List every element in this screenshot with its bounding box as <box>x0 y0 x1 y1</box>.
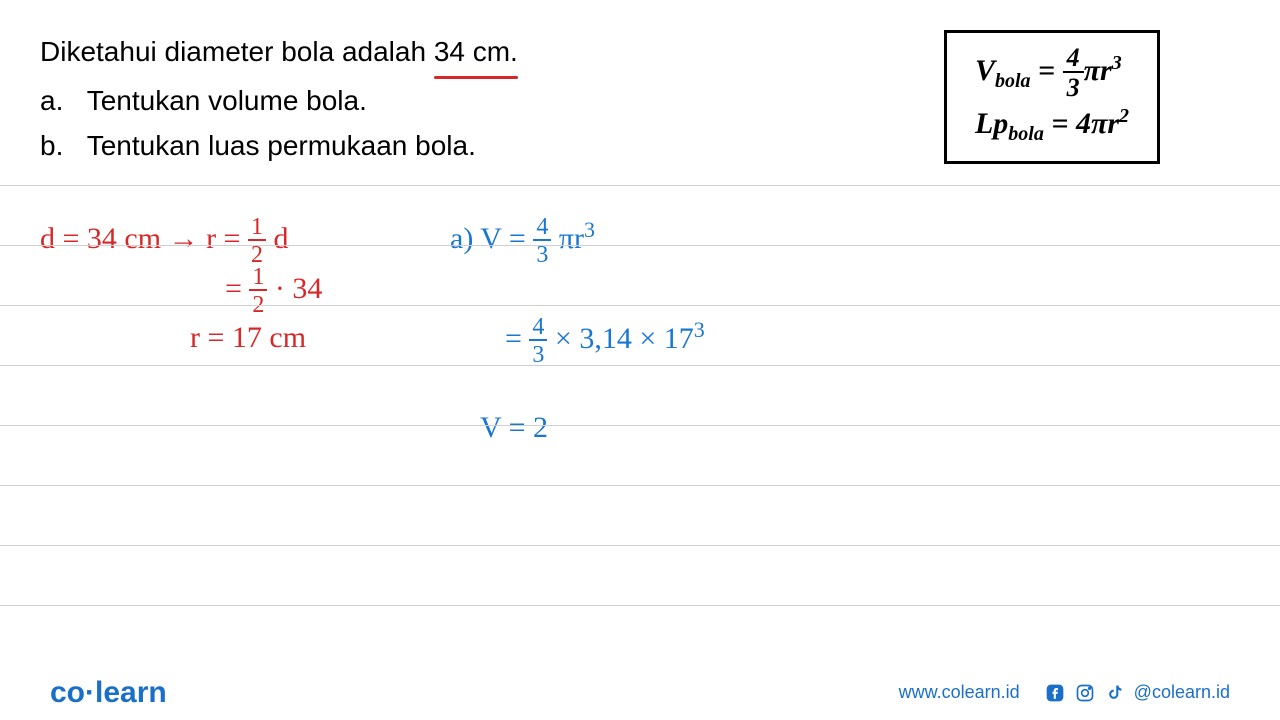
hw-red-line1: d = 34 cm → r = 12 d <box>40 215 288 267</box>
hw-red-2-den: 2 <box>249 291 267 317</box>
hw-red-line3: r = 17 cm <box>190 320 306 356</box>
gridline <box>0 425 1280 426</box>
hw-blue-1a: a) V = <box>450 222 533 255</box>
hw-red-1a: d = 34 cm → r = <box>40 222 248 255</box>
formula-v-lhs: V <box>975 54 995 87</box>
hw-red-2a: = <box>225 272 249 305</box>
formula-v-sub: bola <box>995 70 1031 92</box>
formula-v-rhs: πr <box>1084 54 1112 87</box>
formula-v-eq: = <box>1031 54 1063 87</box>
footer-handle: @colearn.id <box>1134 682 1230 703</box>
gridline <box>0 485 1280 486</box>
formula-box: Vbola = 43πr3 Lpbola = 4πr2 <box>944 30 1160 164</box>
social-group: @colearn.id <box>1044 682 1230 704</box>
problem-line1-underlined: 34 cm. <box>434 30 518 75</box>
item-b-label: b. <box>40 130 63 161</box>
instagram-icon <box>1074 682 1096 704</box>
footer-url: www.colearn.id <box>899 682 1020 703</box>
formula-v-den: 3 <box>1063 73 1084 101</box>
formula-v-exp: 3 <box>1112 52 1122 74</box>
tiktok-icon <box>1104 682 1126 704</box>
hw-blue-line2: = 43 × 3,14 × 173 <box>505 315 705 367</box>
formula-lp-rhs: 4πr <box>1076 107 1119 140</box>
hw-blue-2a: = <box>505 322 529 355</box>
problem-text: Diketahui diameter bola adalah 34 cm. a.… <box>40 30 518 168</box>
problem-area: Diketahui diameter bola adalah 34 cm. a.… <box>0 0 1280 188</box>
hw-blue-2b: × 3,14 × 17 <box>547 322 693 355</box>
hw-red-2b: · 34 <box>267 272 322 305</box>
hw-blue-line3: V = 2 <box>480 410 548 446</box>
hw-red-2-num: 1 <box>249 265 267 291</box>
item-b-text: Tentukan luas permukaan bola. <box>87 130 476 161</box>
hw-blue-2-num: 4 <box>529 315 547 341</box>
hw-red-1-num: 1 <box>248 215 266 241</box>
hw-blue-1-num: 4 <box>533 215 551 241</box>
formula-lp-sub: bola <box>1008 123 1044 145</box>
formula-volume: Vbola = 43πr3 <box>975 45 1129 101</box>
gridline <box>0 305 1280 306</box>
gridline <box>0 245 1280 246</box>
gridline <box>0 365 1280 366</box>
footer: co·learn www.colearn.id @colearn.id <box>0 665 1280 720</box>
hw-blue-2-den: 3 <box>529 341 547 367</box>
formula-lp-eq: = <box>1044 107 1076 140</box>
formula-v-num: 4 <box>1063 45 1084 73</box>
hw-red-1b: d <box>266 222 289 255</box>
formula-lp-exp: 2 <box>1119 105 1129 127</box>
gridline <box>0 545 1280 546</box>
item-a-text: Tentukan volume bola. <box>87 85 367 116</box>
hw-blue-3: V = 2 <box>480 411 548 444</box>
hw-blue-line1: a) V = 43 πr3 <box>450 215 595 267</box>
gridline <box>0 605 1280 606</box>
worksheet-area: d = 34 cm → r = 12 d = 12 · 34 r = 17 cm… <box>0 185 1280 660</box>
formula-surface: Lpbola = 4πr2 <box>975 101 1129 149</box>
logo-dot: · <box>85 676 95 709</box>
brand-logo: co·learn <box>50 676 167 710</box>
logo-part-a: co <box>50 676 85 709</box>
hw-red-line2: = 12 · 34 <box>225 265 322 317</box>
hw-blue-1b: πr <box>551 222 584 255</box>
hw-blue-2-exp: 3 <box>694 317 705 342</box>
logo-part-b: learn <box>95 676 167 709</box>
hw-blue-1-exp: 3 <box>584 217 595 242</box>
hw-red-3: r = 17 cm <box>190 321 306 354</box>
item-a-label: a. <box>40 85 63 116</box>
formula-lp-lhs: Lp <box>975 107 1008 140</box>
facebook-icon <box>1044 682 1066 704</box>
gridline <box>0 185 1280 186</box>
footer-right: www.colearn.id @colearn.id <box>899 682 1230 704</box>
problem-line1-before: Diketahui diameter bola adalah <box>40 36 434 67</box>
